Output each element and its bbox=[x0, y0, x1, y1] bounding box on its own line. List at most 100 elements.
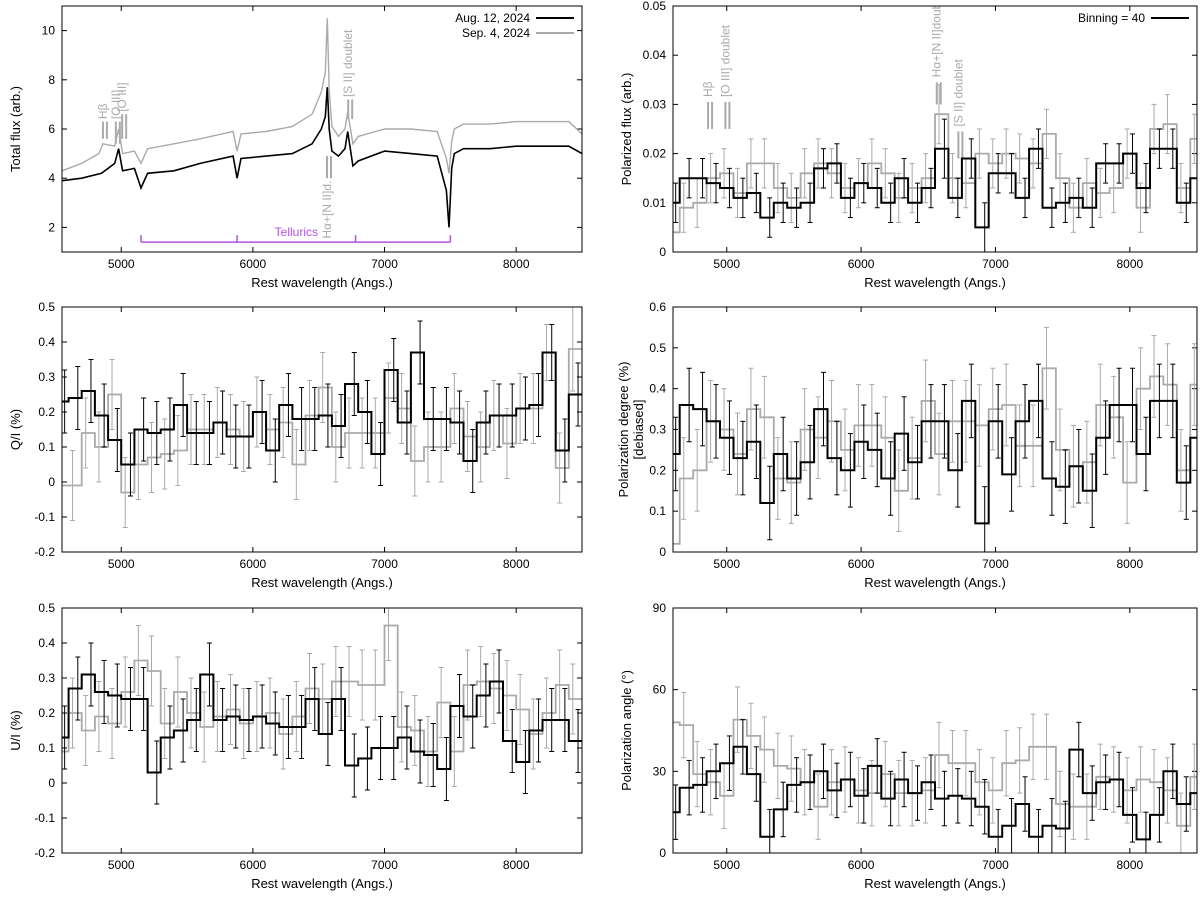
series-sep-4-2024 bbox=[62, 608, 582, 787]
y-tick-label: 0.05 bbox=[643, 0, 667, 13]
plot-frame bbox=[672, 607, 1198, 854]
y-tick-label: 0 bbox=[48, 776, 55, 790]
annotation-label: [O III] doublet bbox=[718, 24, 732, 97]
plot-area bbox=[62, 307, 582, 528]
y-tick-label: 90 bbox=[653, 601, 667, 615]
series-aug-12-2024 bbox=[62, 87, 582, 228]
y-axis-label: Polarization angle (°) bbox=[619, 670, 634, 791]
y-axis-label: Total flux (arb.) bbox=[8, 86, 23, 172]
plot-area bbox=[62, 608, 582, 805]
y-axis-label: Polarization degree (%) bbox=[616, 362, 631, 498]
annotation-label: [S II] doublet bbox=[951, 58, 965, 126]
panel-middle-right: 5000 6000 7000 8000 0 0.1 0.2 0.3 0.4 0.5 0.6 Rest … bbox=[616, 300, 1198, 590]
x-tick-label: 6000 bbox=[848, 257, 875, 271]
y-tick-label: 0 bbox=[48, 475, 55, 489]
y-tick-label: 2 bbox=[48, 220, 55, 234]
series-aug-12-2024 bbox=[673, 363, 1197, 552]
x-tick-label: 7000 bbox=[982, 557, 1009, 571]
y-tick-label: 0.3 bbox=[38, 370, 55, 384]
y-axis-label: U/I (%) bbox=[8, 710, 23, 750]
y-tick-label: -0.2 bbox=[34, 545, 55, 559]
x-tick-label: 6000 bbox=[240, 557, 267, 571]
y-tick-label: 30 bbox=[653, 764, 667, 778]
series-aug-12-2024 bbox=[673, 118, 1197, 252]
y-tick-label: 0.04 bbox=[643, 48, 667, 62]
x-tick-label: 7000 bbox=[371, 257, 398, 271]
x-tick-label: 5000 bbox=[713, 257, 740, 271]
plot-area bbox=[673, 686, 1197, 853]
y-tick-label: 0.03 bbox=[643, 97, 667, 111]
x-axis-label: Rest wavelength (Angs.) bbox=[864, 876, 1006, 891]
plot-frame bbox=[61, 607, 583, 854]
x-tick-label: 7000 bbox=[982, 858, 1009, 872]
y-tick-label: 0.4 bbox=[38, 636, 55, 650]
series-aug-12-2024 bbox=[62, 642, 582, 805]
y-tick-label: 0.6 bbox=[649, 300, 666, 314]
series-step-line bbox=[673, 147, 1197, 229]
series-aug-12-2024 bbox=[62, 320, 582, 497]
series-aug-12-2024 bbox=[673, 719, 1197, 853]
x-tick-label: 7000 bbox=[371, 858, 398, 872]
annotation-label: Hα+[N II]doub. bbox=[930, 0, 944, 77]
series-line bbox=[62, 87, 582, 228]
x-tick-label: 8000 bbox=[503, 557, 530, 571]
y-tick-label: 10 bbox=[42, 24, 56, 38]
series-step-line bbox=[62, 673, 582, 774]
y-tick-label: 0.5 bbox=[649, 341, 666, 355]
y-tick-label: 0.4 bbox=[38, 335, 55, 349]
x-tick-label: 6000 bbox=[848, 858, 875, 872]
series-step-line bbox=[62, 351, 582, 466]
y-axis-label-2: [debiased] bbox=[631, 400, 646, 460]
x-tick-label: 6000 bbox=[240, 257, 267, 271]
y-tick-label: 0.4 bbox=[649, 382, 666, 396]
x-tick-label: 5000 bbox=[108, 557, 135, 571]
series-step-line bbox=[62, 348, 582, 494]
y-tick-label: -0.1 bbox=[34, 510, 55, 524]
plot-frame bbox=[61, 5, 583, 253]
y-tick-label: 0.2 bbox=[38, 706, 55, 720]
x-tick-label: 8000 bbox=[1116, 557, 1143, 571]
series-step-line bbox=[673, 113, 1197, 234]
panel-bottom-right: 5000 6000 7000 8000 0 30 60 90 Rest wavelength (… bbox=[619, 601, 1198, 891]
plot-area bbox=[673, 326, 1197, 552]
y-tick-label: -0.2 bbox=[34, 846, 55, 860]
x-tick-label: 5000 bbox=[713, 557, 740, 571]
legend-label: Sep. 4, 2024 bbox=[462, 26, 530, 40]
legend-label: Aug. 12, 2024 bbox=[455, 11, 530, 25]
x-tick-label: 5000 bbox=[108, 257, 135, 271]
x-axis-label: Rest wavelength (Angs.) bbox=[251, 876, 393, 891]
annotation-label: [O III] bbox=[109, 90, 123, 119]
x-tick-label: 7000 bbox=[982, 257, 1009, 271]
panel-middle-left: 5000 6000 7000 8000 -0.2 -0.1 0 0.1 0.2 0.3 0.4 0.5… bbox=[8, 300, 583, 590]
x-axis-label: Rest wavelength (Angs.) bbox=[864, 275, 1006, 290]
series-sep-4-2024 bbox=[673, 84, 1197, 234]
y-tick-label: -0.1 bbox=[34, 811, 55, 825]
y-tick-label: 0 bbox=[659, 245, 666, 259]
y-tick-label: 0.3 bbox=[649, 423, 666, 437]
x-tick-label: 5000 bbox=[713, 858, 740, 872]
legend-label: Binning = 40 bbox=[1078, 11, 1145, 25]
series-line bbox=[62, 18, 582, 174]
tellurics-label: Tellurics bbox=[275, 225, 318, 239]
x-axis-label: Rest wavelength (Angs.) bbox=[251, 575, 393, 590]
y-tick-label: 60 bbox=[653, 683, 667, 697]
y-tick-label: 0.1 bbox=[38, 440, 55, 454]
legend: Binning = 40 bbox=[1078, 11, 1189, 25]
y-axis-label: Polarized flux (arb.) bbox=[619, 73, 634, 186]
y-axis-label: Q/I (%) bbox=[8, 409, 23, 450]
x-tick-label: 8000 bbox=[503, 858, 530, 872]
series-step-line bbox=[673, 745, 1197, 841]
plot-frame bbox=[61, 306, 583, 553]
x-tick-label: 8000 bbox=[1116, 257, 1143, 271]
y-tick-label: 4 bbox=[48, 171, 55, 185]
y-tick-label: 0.01 bbox=[643, 196, 667, 210]
y-tick-label: 0.3 bbox=[38, 671, 55, 685]
panel-top-left: 5000 6000 7000 8000 2 4 6 8 10 Rest wavelength (A… bbox=[8, 5, 583, 290]
x-tick-label: 8000 bbox=[503, 257, 530, 271]
y-tick-label: 0 bbox=[659, 846, 666, 860]
y-tick-label: 0.2 bbox=[38, 405, 55, 419]
x-tick-label: 6000 bbox=[848, 557, 875, 571]
x-axis-label: Rest wavelength (Angs.) bbox=[864, 575, 1006, 590]
